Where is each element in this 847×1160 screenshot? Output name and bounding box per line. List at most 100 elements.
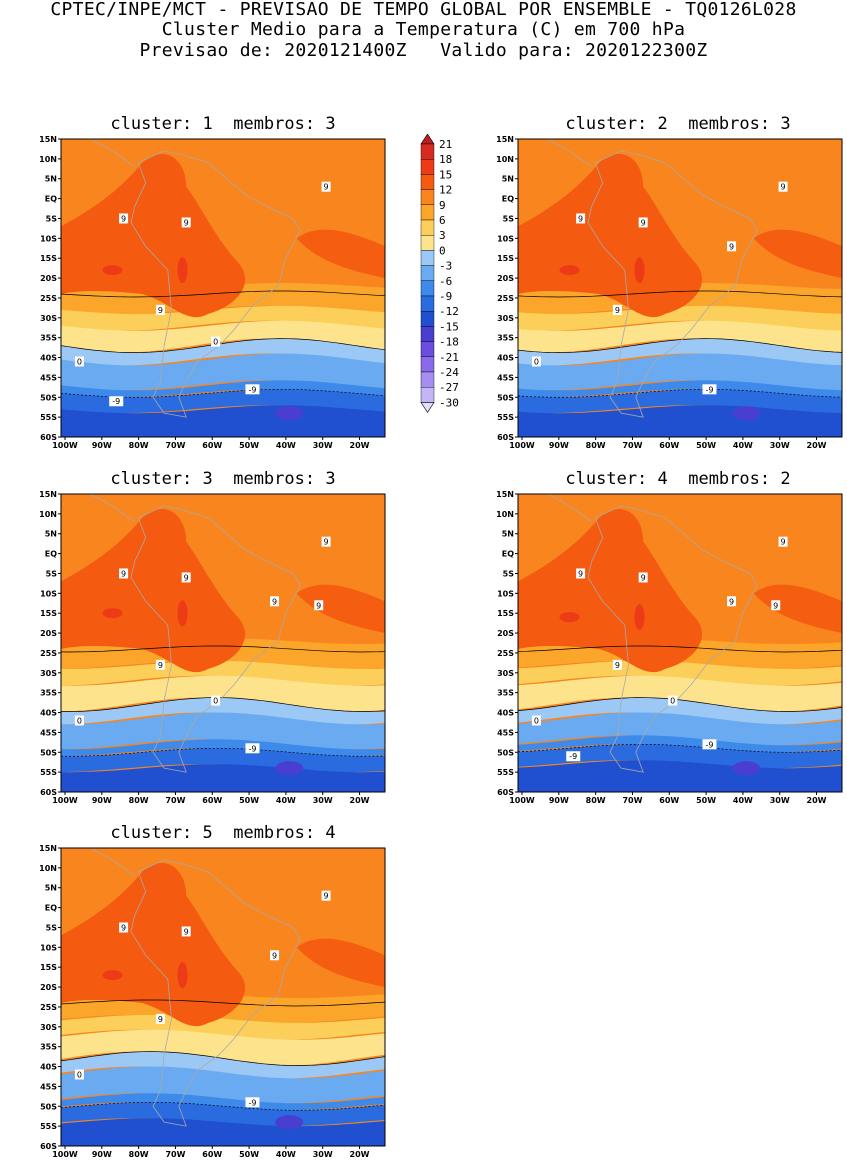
lat-label: 5N bbox=[45, 530, 57, 539]
svg-text:9: 9 bbox=[324, 183, 329, 192]
central-america-coastline bbox=[90, 139, 135, 168]
field-band-minus12-to-minus9 bbox=[518, 744, 842, 769]
south-america-coastline bbox=[130, 150, 301, 418]
lat-label: 5N bbox=[502, 530, 514, 539]
lat-label: 5N bbox=[45, 175, 57, 184]
svg-text:9: 9 bbox=[781, 538, 786, 547]
field-atlantic-warm-patch bbox=[296, 938, 385, 988]
lat-label: 50S bbox=[497, 393, 514, 402]
field-atlantic-warm-patch bbox=[296, 229, 385, 279]
lon-label: 30W bbox=[313, 796, 333, 805]
svg-text:9: 9 bbox=[729, 597, 734, 606]
lon-label: 30W bbox=[313, 441, 333, 450]
lat-label: 35S bbox=[40, 334, 57, 343]
lat-label: 30S bbox=[40, 314, 57, 323]
lat-label: 15N bbox=[496, 490, 514, 499]
contour-label: 9 bbox=[778, 181, 788, 192]
lon-label: 50W bbox=[696, 796, 716, 805]
lat-label: 25S bbox=[40, 1003, 57, 1012]
lon-label: 40W bbox=[733, 441, 753, 450]
lat-label: EQ bbox=[502, 550, 514, 559]
colorbar-swatch bbox=[420, 174, 435, 190]
svg-text:9: 9 bbox=[158, 1015, 163, 1024]
contour-label: -9 bbox=[245, 1097, 260, 1108]
lat-label: 10S bbox=[40, 234, 57, 243]
svg-text:9: 9 bbox=[184, 218, 189, 227]
contour-label: -9 bbox=[566, 751, 581, 762]
colorbar-swatch bbox=[420, 371, 435, 388]
lon-label: 50W bbox=[696, 441, 716, 450]
colorbar-swatch bbox=[420, 234, 435, 251]
colorbar-bottom-arrow bbox=[420, 402, 435, 413]
contour-line-0 bbox=[61, 697, 385, 712]
contour-label: 9 bbox=[119, 922, 129, 933]
lat-label: 30S bbox=[497, 669, 514, 678]
lat-label: 5S bbox=[503, 214, 515, 223]
contour-label: 9 bbox=[155, 1013, 165, 1024]
lat-label: 20S bbox=[40, 629, 57, 638]
map-panel-cluster-4: 9 9 9 9 9 9 0 0 -9 -9 15N 10N 5N EQ 5S 10S 15S 20S 25S 30S 3… bbox=[486, 490, 846, 806]
header-line-1: CPTEC/INPE/MCT - PREVISAO DE TEMPO GLOBA… bbox=[50, 0, 797, 20]
svg-text:9: 9 bbox=[781, 183, 786, 192]
lat-label: 5S bbox=[46, 923, 58, 932]
svg-text:0: 0 bbox=[213, 338, 218, 347]
lon-label: 30W bbox=[770, 796, 790, 805]
contour-label: 0 bbox=[74, 1069, 84, 1080]
lon-label: 60W bbox=[202, 1150, 222, 1159]
field-band-minus12-to-minus9 bbox=[61, 389, 385, 414]
panel-title-cluster-1: cluster: 1 membros: 3 bbox=[110, 114, 336, 134]
colorbar-swatch bbox=[420, 219, 435, 236]
south-america-coastline bbox=[130, 859, 301, 1127]
field-band-3-to-6 bbox=[61, 305, 385, 331]
svg-text:9: 9 bbox=[184, 927, 189, 936]
central-america-coastline bbox=[90, 848, 135, 877]
colorbar-swatch bbox=[420, 280, 435, 297]
field-band-15-to-18 bbox=[177, 962, 188, 989]
lon-label: 20W bbox=[350, 1150, 370, 1159]
field-band-minus6-to-minus3 bbox=[61, 1066, 385, 1104]
colorbar-label: -15 bbox=[439, 320, 459, 333]
contour-label: 9 bbox=[181, 217, 191, 228]
contour-line-9 bbox=[518, 290, 842, 298]
colorbar-swatch bbox=[420, 189, 435, 205]
colorbar-swatch bbox=[420, 326, 435, 342]
contour-label: 9 bbox=[321, 890, 331, 901]
lat-label: 15S bbox=[40, 609, 57, 618]
field-band-minus18-to-minus15 bbox=[732, 761, 761, 776]
map-frame-border bbox=[517, 138, 843, 438]
lat-label: 10N bbox=[39, 510, 57, 519]
lon-label: 60W bbox=[202, 796, 222, 805]
field-band-minus9-to-minus6 bbox=[518, 735, 842, 753]
contour-label: -9 bbox=[245, 743, 260, 754]
contour-label: 9 bbox=[771, 600, 781, 611]
lat-label: 55S bbox=[497, 768, 514, 777]
lon-label: 40W bbox=[733, 796, 753, 805]
contour-label: 9 bbox=[270, 596, 280, 607]
lat-label: 60S bbox=[40, 788, 57, 797]
lat-label: 10S bbox=[497, 234, 514, 243]
colorbar-label: -18 bbox=[439, 336, 459, 349]
map-frame-border bbox=[517, 493, 843, 793]
lat-label: 15N bbox=[39, 490, 57, 499]
lon-label: 70W bbox=[165, 441, 185, 450]
svg-text:9: 9 bbox=[641, 218, 646, 227]
lat-label: 10N bbox=[39, 864, 57, 873]
lat-label: 15N bbox=[39, 135, 57, 144]
lon-label: 80W bbox=[586, 796, 606, 805]
lat-label: 40S bbox=[40, 709, 57, 718]
lat-label: 60S bbox=[40, 433, 57, 442]
lat-label: 5N bbox=[502, 175, 514, 184]
lon-label: 70W bbox=[622, 796, 642, 805]
field-band-minus3-to-0 bbox=[61, 338, 385, 366]
lat-label: 45S bbox=[40, 373, 57, 382]
lat-label: 45S bbox=[40, 1082, 57, 1091]
lat-label: 5S bbox=[46, 214, 58, 223]
contour-label: 9 bbox=[638, 217, 648, 228]
contour-label: 9 bbox=[181, 572, 191, 583]
colorbar-label: -3 bbox=[439, 260, 452, 273]
lat-label: 20S bbox=[497, 274, 514, 283]
lon-label: 80W bbox=[129, 441, 149, 450]
map-panel-cluster-1: 9 9 9 9 0 0 -9 -9 15N 10N 5N EQ 5S 10S 15S 20S 25S 30S 35S… bbox=[29, 135, 389, 451]
field-band-minus18-to-minus15 bbox=[275, 761, 304, 776]
panel-title-cluster-5: cluster: 5 membros: 4 bbox=[110, 823, 336, 843]
